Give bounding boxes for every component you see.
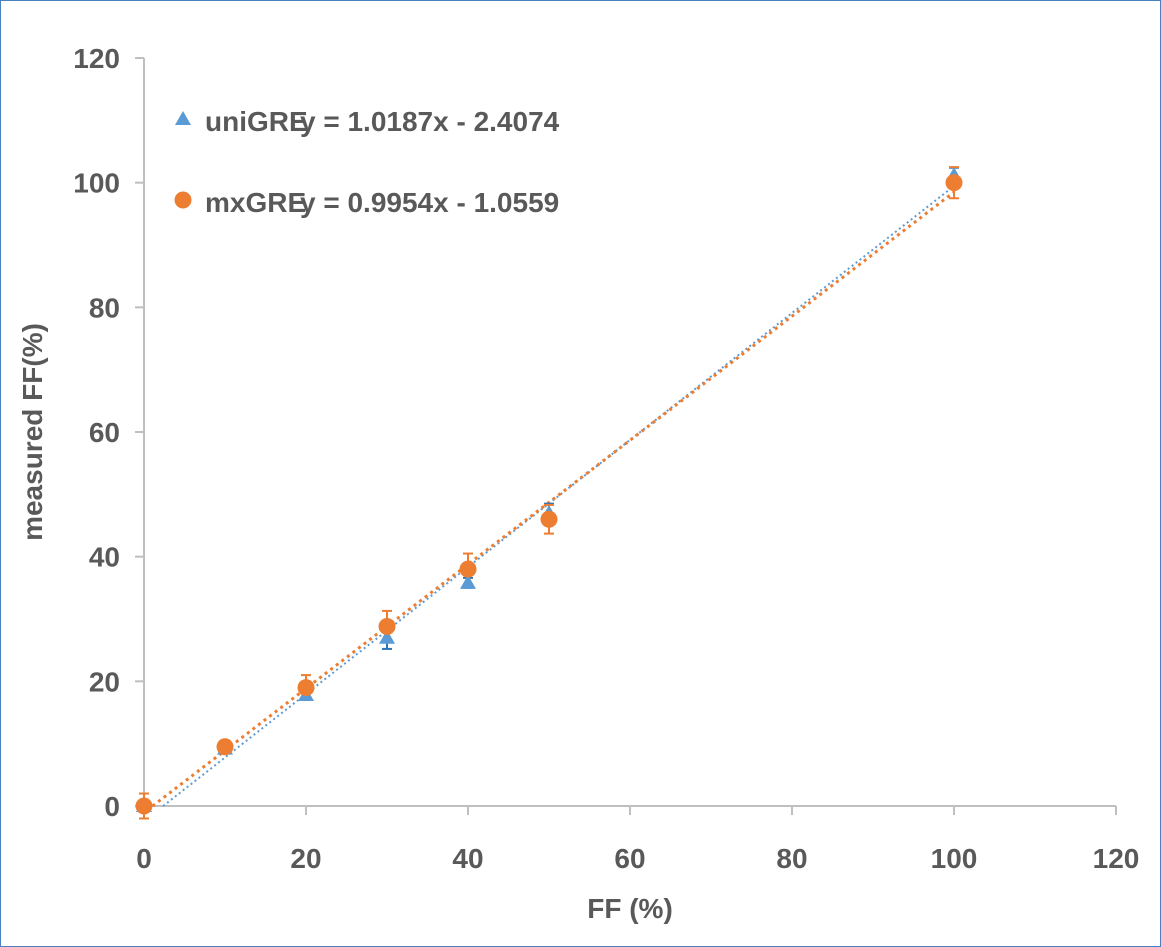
mxGRE-legend-label: mxGRE: [205, 187, 306, 218]
uniGRE-trendline: [162, 185, 955, 807]
x-tick-label: 20: [290, 843, 321, 874]
mxGRE-point: [540, 510, 558, 528]
y-tick-label: 120: [73, 43, 120, 74]
y-tick-label: 80: [89, 292, 120, 323]
x-tick-label: 120: [1093, 843, 1140, 874]
mxGRE-trendline-equation: y = 0.9954x - 1.0559: [300, 187, 559, 218]
mxGRE-point: [135, 797, 153, 815]
mxGRE-legend-marker: [174, 191, 192, 209]
mxGRE-point: [297, 679, 315, 697]
y-axis-title: measured FF(%): [17, 323, 48, 541]
mxGRE-point: [378, 617, 396, 635]
mxGRE-point: [216, 738, 234, 756]
x-axis-title: FF (%): [587, 893, 673, 924]
x-tick-label: 80: [776, 843, 807, 874]
x-tick-label: 0: [136, 843, 152, 874]
axes: [135, 57, 1117, 815]
uniGRE-point: [460, 574, 476, 589]
uniGRE-legend-marker: [175, 111, 191, 125]
y-tick-label: 0: [104, 791, 120, 822]
tick-labels: 0 20 40 60 80 100 120 0 20 40 60 80 100 120: [73, 43, 1139, 874]
x-tick-label: 40: [452, 843, 483, 874]
x-tick-label: 100: [931, 843, 978, 874]
trendlines: [151, 185, 955, 808]
mxGRE-point: [459, 560, 477, 578]
uniGRE-legend-label: uniGRE: [205, 106, 308, 137]
y-tick-label: 20: [89, 666, 120, 697]
uniGRE-trendline-equation: y = 1.0187x - 2.4074: [300, 106, 560, 137]
x-tick-label: 60: [614, 843, 645, 874]
uniGRE-point: [379, 629, 395, 644]
y-tick-label: 60: [89, 417, 120, 448]
data-points: [135, 167, 963, 815]
error-bars: [139, 166, 959, 820]
mxGRE-trendline: [151, 190, 955, 808]
mxGRE-point: [945, 174, 963, 192]
y-tick-label: 100: [73, 168, 120, 199]
y-tick-label: 40: [89, 542, 120, 573]
